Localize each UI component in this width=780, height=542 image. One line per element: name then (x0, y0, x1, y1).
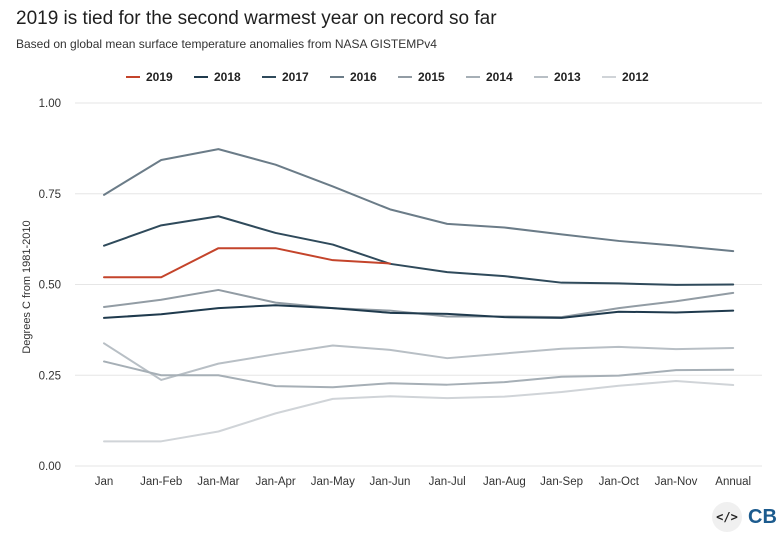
legend: 2019 2018 2017 2016 2015 2014 2013 2012 (126, 70, 649, 84)
y-tick-label: 0.75 (39, 189, 61, 201)
legend-label: 2018 (214, 70, 241, 84)
carbon-brief-logo: CB (748, 506, 777, 528)
series-line-2018 (103, 304, 735, 319)
legend-label: 2012 (622, 70, 649, 84)
x-tick-label: Jan-Aug (483, 476, 526, 488)
x-tick-label: Jan (95, 476, 114, 488)
x-tick-label: Jan-Jul (429, 476, 466, 488)
chart-title: 2019 is tied for the second warmest year… (16, 8, 497, 29)
embed-code-icon[interactable]: </> (712, 502, 742, 532)
legend-label: 2016 (350, 70, 377, 84)
y-tick-label: 0.00 (39, 461, 61, 473)
y-tick-label: 0.50 (39, 280, 61, 292)
series-line-2016 (103, 148, 735, 253)
x-tick-label: Jan-Sep (540, 476, 583, 488)
series-line-2013 (103, 342, 735, 381)
y-tick-label: 0.25 (39, 370, 61, 382)
legend-label: 2017 (282, 70, 309, 84)
x-tick-labels: Jan Jan-Feb Jan-Mar Jan-Apr Jan-May Jan-Jun Ja… (95, 476, 751, 488)
series-line-2012 (103, 380, 735, 443)
x-tick-label: Jan-Mar (197, 476, 239, 488)
legend-label: 2013 (554, 70, 581, 84)
x-tick-label: Jan-Feb (140, 476, 182, 488)
y-tick-label: 1.00 (39, 98, 61, 110)
series-line-2017 (103, 215, 735, 286)
x-tick-label: Jan-Jun (370, 476, 411, 488)
series-lines (103, 148, 735, 443)
x-tick-label: Jan-May (311, 476, 355, 488)
x-tick-label: Jan-Oct (599, 476, 640, 488)
series-line-2014 (103, 360, 735, 389)
series-line-2019 (103, 247, 391, 279)
x-tick-label: Jan-Apr (255, 476, 295, 488)
y-axis-label: Degrees C from 1981-2010 (21, 220, 33, 353)
y-tick-labels: 0.00 0.25 0.50 0.75 1.00 (39, 98, 61, 473)
x-tick-label: Jan-Nov (655, 476, 698, 488)
legend-label: 2014 (486, 70, 513, 84)
legend-label: 2015 (418, 70, 445, 84)
legend-label: 2019 (146, 70, 173, 84)
chart-subtitle: Based on global mean surface temperature… (16, 37, 437, 51)
x-tick-label: Annual (715, 476, 751, 488)
